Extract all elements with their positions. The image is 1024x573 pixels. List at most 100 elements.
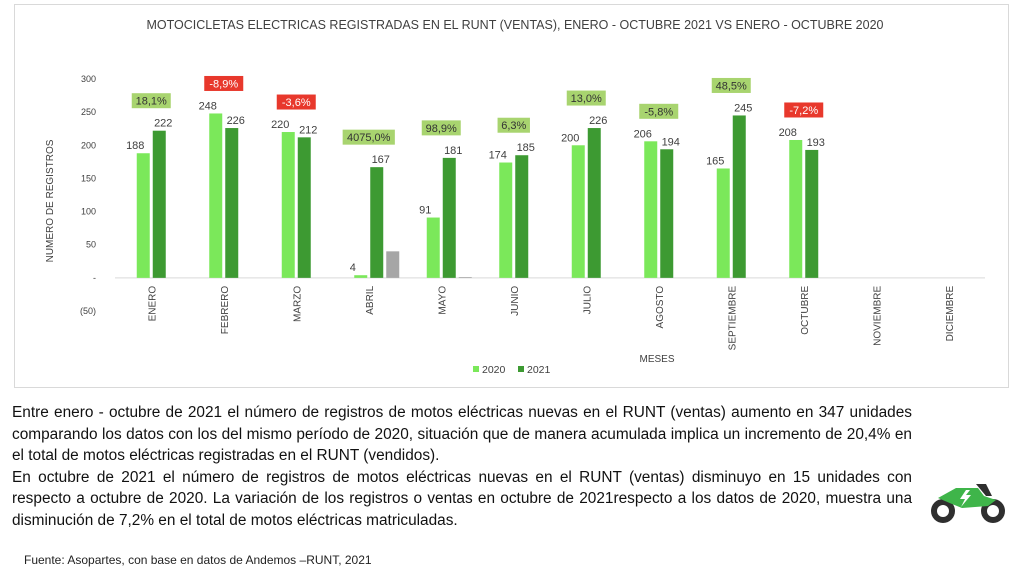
variation-box [131,93,171,109]
legend-swatch-2020 [473,366,479,372]
legend-label-2020: 2020 [482,364,506,376]
bar-2020-julio [571,145,585,278]
bar-2021-agosto [660,149,674,278]
bar-2020-abril [354,275,368,278]
variation-label: 18,1% [136,96,167,108]
y-tick-label: 100 [81,207,96,217]
data-label: 167 [372,154,390,166]
x-tick-label: NOVIEMBRE [872,286,883,346]
variation-label: 6,3% [501,120,526,132]
x-tick-label: JUNIO [510,286,521,316]
chart-title: MOTOCICLETAS ELECTRICAS REGISTRADAS EN E… [147,18,884,32]
variation-box [276,94,316,110]
bar-2021-abril [370,167,384,278]
y-tick-label: 150 [81,173,96,183]
bar-2020-septiembre [716,168,730,278]
variation-label: 48,5% [716,80,747,92]
variation-box [639,103,679,119]
data-label: 212 [299,124,317,136]
x-tick-label: JULIO [582,286,593,315]
legend-label-2021: 2021 [527,364,551,376]
source-note: Fuente: Asopartes, con base en datos de … [24,553,372,567]
bar-2021-marzo [297,137,311,278]
data-label: 193 [807,137,825,149]
bar-2021-enero [152,130,166,278]
variation-labels: 18,1% -8,9% -3,6% 4075,0% 98,9% 6,3% 13,0% -5,8… [131,75,824,145]
data-label: 194 [662,136,680,148]
data-label: 91 [419,205,431,217]
summary-paragraph: Entre enero - octubre de 2021 el número … [12,402,912,532]
y-tick-label: - [93,273,96,283]
bar-2021-septiembre [732,115,746,278]
bar-2020-febrero [209,113,223,278]
variation-label: -5,8% [644,106,673,118]
variation-label: -8,9% [209,78,238,90]
bar-2020-junio [499,162,513,278]
summary-paragraph-2: En octubre de 2021 el número de registro… [12,468,912,529]
y-axis-label: NUMERO DE REGISTROS [45,139,56,262]
x-tick-label: OCTUBRE [800,286,811,335]
data-label: 174 [489,150,507,162]
variation-label: -3,6% [282,97,311,109]
bar-2020-enero [136,153,150,278]
bar-2021-mayo [442,157,456,278]
x-tick-label: MARZO [292,286,303,322]
variation-box [421,120,461,136]
y-axis-ticks: 300 250 200 150 100 50 - (50) [80,74,96,316]
bar-2021-junio [515,155,529,278]
variation-box [566,90,606,106]
x-tick-label: ABRIL [365,285,376,314]
legend: 2020 2021 [473,364,551,376]
data-label: 245 [734,102,752,114]
y-tick-label: 300 [81,74,96,84]
data-label: 4 [350,262,356,274]
data-label: 248 [199,100,217,112]
data-label: 222 [154,118,172,130]
data-label: 220 [271,119,289,131]
bar-2021-octubre [805,149,819,278]
y-tick-label: 200 [81,140,96,150]
x-tick-label: MAYO [437,286,448,315]
summary-paragraph-1: Entre enero - octubre de 2021 el número … [12,404,912,465]
data-labels: 188 248 220 4 91 174 200 206 165 208 222 226 212 167 1… [126,100,825,274]
data-label: 206 [634,128,652,140]
y-tick-label: (50) [80,306,96,316]
x-axis-label: MESES [639,354,674,365]
chart-frame: MOTOCICLETAS ELECTRICAS REGISTRADAS EN E… [14,4,1009,388]
variation-box [342,129,395,145]
data-label: 200 [561,132,579,144]
x-tick-label: SEPTIEMBRE [727,286,738,351]
electric-motorcycle-icon [926,478,1010,526]
variation-box [497,117,530,133]
bar-extra [458,277,472,278]
legend-swatch-2021 [518,366,524,372]
variation-label: 13,0% [571,93,602,105]
data-label: 226 [589,115,607,127]
bar-2020-mayo [426,217,440,278]
x-tick-label: FEBRERO [220,286,231,335]
x-tick-label: AGOSTO [655,286,666,329]
bar-2021-julio [587,128,601,278]
data-label: 226 [227,115,245,127]
bars [115,113,985,279]
bar-chart: MOTOCICLETAS ELECTRICAS REGISTRADAS EN E… [45,18,985,376]
bar-extra [386,251,400,278]
variation-label: 4075,0% [347,132,391,144]
bar-2020-marzo [281,132,295,278]
variation-box [784,102,824,118]
data-label: 165 [706,155,724,167]
x-axis-ticks: ENERO FEBRERO MARZO ABRIL MAYO JUNIO JULIO AGOS… [147,285,956,350]
data-label: 188 [126,140,144,152]
bar-2020-agosto [644,141,658,278]
variation-box [711,77,751,93]
x-tick-label: ENERO [147,286,158,322]
y-tick-label: 50 [86,240,96,250]
variation-box [204,75,244,91]
data-label: 181 [444,145,462,157]
bar-2021-febrero [225,128,239,278]
variation-label: -7,2% [789,105,818,117]
bar-2020-octubre [789,139,803,278]
data-label: 185 [517,142,535,154]
variation-label: 98,9% [426,123,457,135]
x-tick-label: DICIEMBRE [945,286,956,342]
